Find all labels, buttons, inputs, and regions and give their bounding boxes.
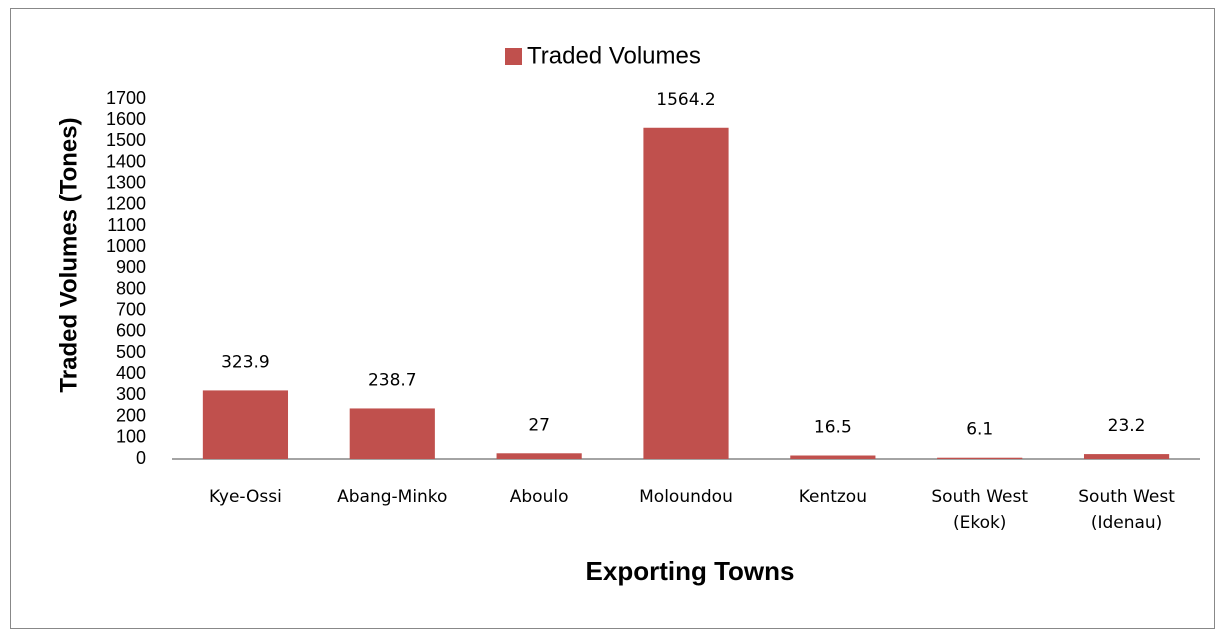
bar	[202, 390, 289, 459]
x-tick-label: Abang-Minko	[337, 487, 448, 507]
bar	[643, 127, 729, 460]
bar	[496, 453, 582, 459]
x-tick-label: Moloundou	[639, 487, 733, 507]
x-tick-label: South West (Idenau)	[1078, 487, 1175, 533]
data-label: 6.1	[966, 420, 993, 440]
data-label: 238.7	[368, 370, 417, 390]
legend-swatch	[505, 48, 522, 65]
x-tick-label: Kye-Ossi	[208, 487, 282, 507]
y-tick-label: 1200	[106, 194, 146, 214]
y-tick-label: 500	[116, 342, 146, 362]
x-tick-label: South West (Ekok)	[931, 487, 1028, 533]
data-label: 323.9	[221, 352, 270, 372]
y-tick-label: 1500	[106, 130, 146, 150]
y-tick-label: 1000	[106, 236, 146, 256]
bar	[349, 408, 435, 459]
y-axis-title: Traded Volumes (Tones)	[55, 117, 82, 392]
y-tick-label: 1600	[106, 109, 146, 129]
y-tick-label: 700	[116, 300, 146, 320]
y-tick-label: 300	[116, 384, 146, 404]
y-tick-label: 800	[116, 278, 146, 298]
bar	[937, 457, 1023, 459]
y-tick-label: 200	[116, 405, 146, 425]
x-tick-label: Kentzou	[798, 487, 867, 507]
data-label: 23.2	[1108, 416, 1146, 436]
bar	[790, 455, 876, 459]
y-tick-label: 400	[116, 363, 146, 383]
y-tick-label: 1700	[106, 88, 146, 108]
y-tick-label: 1300	[106, 172, 146, 192]
data-label: 16.5	[814, 418, 852, 438]
chart-border	[10, 8, 1215, 629]
x-tick-label: Aboulo	[509, 487, 569, 507]
y-tick-label: 0	[136, 448, 146, 468]
y-tick-label: 600	[116, 321, 146, 341]
bar	[1083, 454, 1170, 459]
y-tick-label: 900	[116, 257, 146, 277]
y-tick-label: 100	[116, 427, 146, 447]
y-tick-label: 1100	[107, 215, 146, 235]
x-axis-title: Exporting Towns	[586, 556, 795, 586]
data-label: 27	[528, 415, 550, 435]
legend-label: Traded Volumes	[527, 42, 701, 69]
data-label: 1564.2	[656, 90, 715, 110]
y-tick-label: 1400	[106, 151, 146, 171]
